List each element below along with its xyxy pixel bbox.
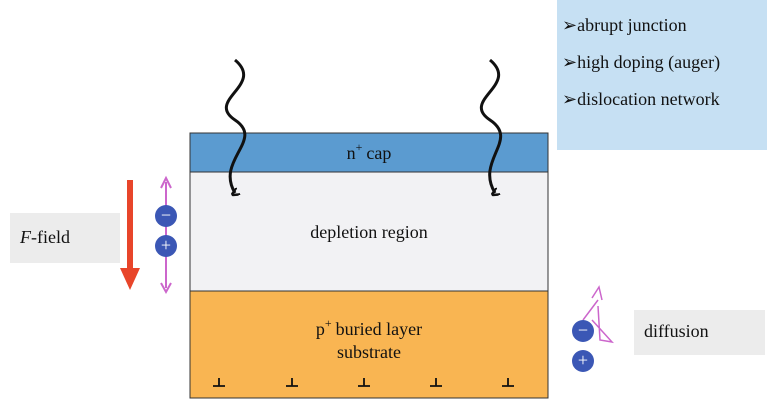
note: ➢dislocation network [562,89,720,109]
letter: n [347,143,356,163]
charge-sign: − [578,320,588,340]
note-text: dislocation network [577,89,719,109]
depletion-label: depletion region [310,222,427,242]
bullet: ➢ [562,52,577,72]
text: cap [366,143,391,163]
charge-sign: + [161,235,171,255]
diagram: ➢abrupt junction ➢high doping (auger) ➢d… [0,0,767,399]
diffusion-label: diffusion [644,321,709,341]
text: -field [31,227,70,247]
note: ➢high doping (auger) [562,52,720,73]
superscript: + [356,140,363,154]
field-label: F-field [19,227,70,247]
note-text: abrupt junction [577,15,686,35]
field-arrowhead [120,268,140,290]
charge-sign: + [578,350,588,370]
charge-sign: − [161,205,171,225]
letter: p [316,319,325,339]
note-text: high doping (auger) [577,52,720,73]
note: ➢abrupt junction [562,15,687,35]
bullet: ➢ [562,15,577,35]
text: buried layer [336,319,422,339]
superscript: + [325,316,332,330]
bullet: ➢ [562,89,577,109]
substrate-label: substrate [337,342,401,362]
cap-label: n+cap [347,140,392,163]
